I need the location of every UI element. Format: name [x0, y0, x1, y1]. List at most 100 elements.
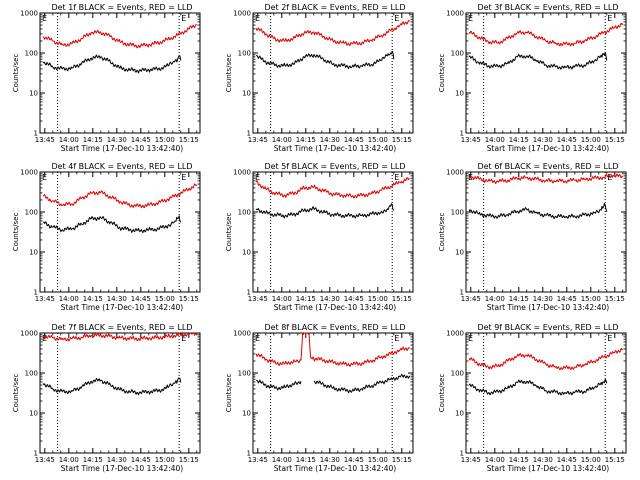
y-tick-label: 10 [242, 90, 251, 98]
x-tick-label: 15:15 [605, 136, 625, 144]
x-axis-label: Start Time (17-Dec-10 13:42:40) [61, 144, 183, 153]
plot-frame [39, 12, 201, 134]
x-tick-label: 15:00 [155, 456, 175, 464]
x-tick-label: 15:15 [392, 136, 412, 144]
y-tick-label: 100 [451, 209, 464, 217]
plot-frame [465, 171, 627, 293]
x-tick-label: 14:15 [296, 295, 316, 303]
chart-title: Det 3f BLACK = Events, RED = LLD [477, 3, 618, 12]
x-tick-label: 14:30 [320, 456, 340, 464]
x-tick-label: 14:45 [344, 456, 364, 464]
y-tick-label: 1000 [20, 10, 38, 18]
events-series-line [256, 373, 411, 394]
corner-label-left: E [42, 173, 47, 182]
y-axis-label: Counts/sec [225, 374, 233, 413]
chart-title: Det 9f BLACK = Events, RED = LLD [477, 323, 618, 332]
x-axis-label: Start Time (17-Dec-10 13:42:40) [487, 303, 609, 312]
x-tick-label: 13:45 [35, 295, 55, 303]
chart-panel-4: Det 4f BLACK = Events, RED = LLD 1 10 100 10… [12, 162, 201, 312]
x-tick-label: 14:00 [272, 295, 292, 303]
x-tick-label: 14:15 [509, 295, 529, 303]
corner-label-right: E [181, 173, 186, 182]
corner-label-left: E [255, 173, 260, 182]
x-axis-label: Start Time (17-Dec-10 13:42:40) [487, 144, 609, 153]
events-series-line [42, 54, 182, 74]
x-tick-label: 13:45 [35, 456, 55, 464]
x-tick-label: 14:15 [296, 456, 316, 464]
events-series-line [468, 203, 608, 220]
x-tick-label: 14:30 [533, 136, 553, 144]
y-tick-label: 1 [460, 289, 464, 297]
y-axis-label: Counts/sec [12, 374, 20, 413]
x-tick-label: 14:30 [107, 136, 127, 144]
chart-panel-1: Det 1f BLACK = Events, RED = LLD 1 10 100 10… [12, 3, 201, 153]
corner-label-right: E [181, 14, 186, 23]
lld-series-line [42, 23, 197, 49]
x-tick-label: 14:00 [485, 456, 505, 464]
corner-label-left: E [42, 14, 47, 23]
corner-label-right: E [394, 173, 399, 182]
corner-label-left: E [255, 14, 260, 23]
plot-frame [465, 332, 627, 454]
corner-label-left: E [468, 14, 473, 23]
x-tick-label: 13:45 [248, 295, 268, 303]
x-tick-label: 15:15 [179, 456, 199, 464]
y-tick-label: 10 [455, 90, 464, 98]
events-series-line [255, 203, 395, 219]
x-tick-label: 15:15 [179, 136, 199, 144]
y-tick-label: 10 [29, 90, 38, 98]
y-tick-label: 1 [34, 130, 38, 138]
x-tick-label: 14:00 [485, 136, 505, 144]
x-tick-label: 14:30 [107, 295, 127, 303]
x-tick-label: 14:45 [557, 456, 577, 464]
x-tick-label: 15:15 [392, 456, 412, 464]
y-axis-label: Counts/sec [225, 54, 233, 93]
y-tick-label: 1 [247, 450, 251, 458]
chart-panel-5: Det 5f BLACK = Events, RED = LLD 1 10 100 10… [225, 162, 414, 312]
chart-panel-9: Det 9f BLACK = Events, RED = LLD 1 10 100 10… [438, 323, 627, 473]
x-tick-label: 14:15 [83, 456, 103, 464]
plot-frame [465, 12, 627, 134]
chart-title: Det 1f BLACK = Events, RED = LLD [51, 3, 192, 12]
x-tick-label: 14:45 [344, 295, 364, 303]
x-tick-label: 15:15 [605, 456, 625, 464]
plot-frame [39, 171, 201, 293]
chart-title: Det 7f BLACK = Events, RED = LLD [51, 323, 192, 332]
x-tick-label: 14:00 [59, 136, 79, 144]
x-tick-label: 14:00 [485, 295, 505, 303]
lld-series-line [42, 332, 198, 342]
x-tick-label: 14:15 [83, 136, 103, 144]
lld-series-line [42, 183, 198, 209]
y-tick-label: 100 [451, 50, 464, 58]
x-axis-label: Start Time (17-Dec-10 13:42:40) [61, 303, 183, 312]
y-tick-label: 10 [242, 410, 251, 418]
y-tick-label: 100 [25, 50, 38, 58]
plot-frame [252, 171, 414, 293]
corner-label-left: E [255, 334, 260, 343]
x-tick-label: 13:45 [248, 456, 268, 464]
x-tick-label: 14:45 [344, 136, 364, 144]
events-series-line [468, 378, 608, 396]
y-tick-label: 100 [25, 370, 38, 378]
corner-label-right: E [394, 334, 399, 343]
y-tick-label: 1 [34, 289, 38, 297]
y-axis-label: Counts/sec [438, 213, 446, 252]
x-axis-label: Start Time (17-Dec-10 13:42:40) [61, 464, 183, 473]
x-axis-label: Start Time (17-Dec-10 13:42:40) [274, 464, 396, 473]
x-tick-label: 13:45 [248, 136, 268, 144]
lld-series-line [255, 332, 410, 367]
y-axis-label: Counts/sec [438, 54, 446, 93]
y-axis-label: Counts/sec [12, 54, 20, 93]
corner-label-left: E [468, 334, 473, 343]
y-tick-label: 100 [451, 370, 464, 378]
lld-series-line [255, 177, 410, 199]
x-tick-label: 14:30 [107, 456, 127, 464]
y-tick-label: 100 [238, 50, 251, 58]
lld-series-line [468, 173, 624, 185]
y-tick-label: 10 [29, 410, 38, 418]
chart-panel-8: Det 8f BLACK = Events, RED = LLD 1 10 100 10… [225, 323, 414, 473]
y-tick-label: 1 [247, 289, 251, 297]
x-tick-label: 14:15 [296, 136, 316, 144]
x-tick-label: 14:15 [509, 136, 529, 144]
